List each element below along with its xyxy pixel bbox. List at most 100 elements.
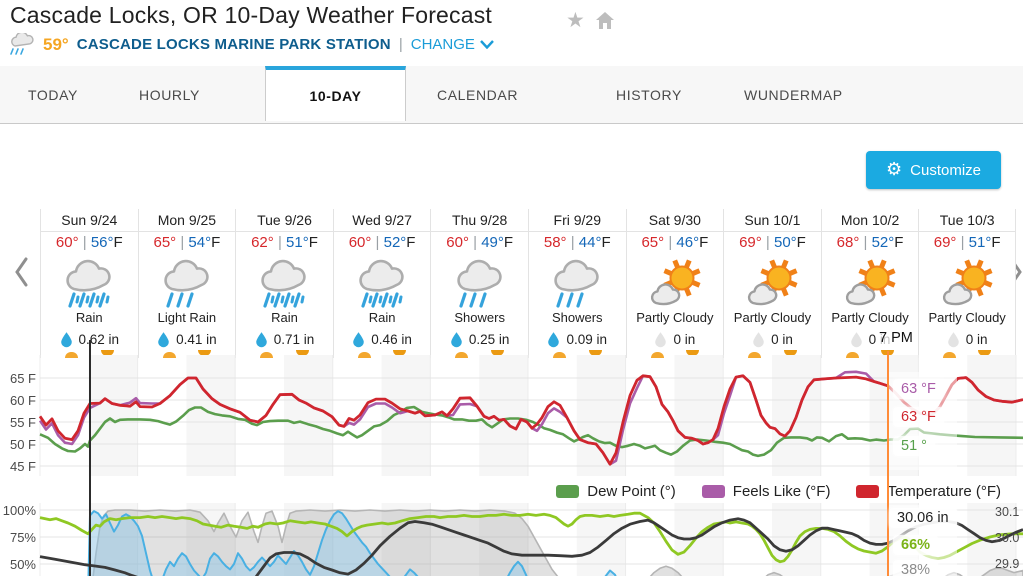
change-station-link[interactable]: CHANGE: [411, 36, 494, 53]
carousel-prev-button[interactable]: [11, 255, 33, 289]
partly-cloudy-icon: [650, 259, 701, 306]
legend-swatch: [556, 485, 580, 498]
high-temp: 65°: [641, 234, 665, 251]
forecast-day-column[interactable]: Sun 10/1 69° | 50°F Partly Cloudy 0 in: [723, 209, 821, 358]
temp-axis-label: 50 F: [9, 437, 36, 452]
sunset-icon: [588, 350, 602, 356]
forecast-day-column[interactable]: Mon 9/25 65° | 54°F Light Rain 0.41 in: [137, 209, 236, 358]
high-temp: 69°: [739, 234, 762, 251]
rain-icon: [456, 259, 502, 308]
sun-times-row: [724, 350, 821, 358]
tab-10-day[interactable]: 10-DAY: [265, 66, 406, 121]
humidity-value: 66%: [893, 535, 939, 555]
precip-amount: 0.09 in: [529, 330, 626, 349]
legend-label: Feels Like (°F): [732, 483, 831, 500]
sun-times-row: [236, 350, 333, 358]
condition-icon-wrap: [724, 255, 821, 309]
tab-today[interactable]: TODAY: [28, 66, 78, 123]
forecast-day-column[interactable]: Fri 9/29 58° | 44°F Showers 0.09 in: [527, 209, 626, 358]
feels-like-value: 63 °F: [893, 379, 944, 399]
high-temp: 58°: [543, 234, 567, 251]
precip-droplet-icon: [158, 332, 169, 348]
low-temp: 51°: [286, 234, 309, 251]
favorite-star-icon[interactable]: ★: [566, 8, 585, 32]
legend-item[interactable]: Dew Point (°): [556, 483, 676, 500]
pressure-value: 30.06 in: [889, 508, 957, 528]
sunrise-icon: [650, 352, 664, 358]
tab-wundermap[interactable]: WUNDERMAP: [744, 66, 843, 123]
precip-amount: 0.41 in: [139, 330, 236, 349]
temperature-value: 63 °F: [893, 407, 944, 427]
condition-icon-wrap: [41, 255, 138, 309]
customize-button[interactable]: ⚙ Customize: [866, 151, 1001, 189]
home-icon[interactable]: [594, 10, 616, 31]
sun-times-row: [41, 350, 138, 358]
temperature-chart[interactable]: [0, 355, 1023, 476]
legend-label: Dew Point (°): [587, 483, 676, 500]
station-separator: |: [398, 36, 403, 53]
percent-axis-label: 100%: [2, 503, 36, 518]
legend-swatch: [701, 485, 725, 498]
partly-cloudy-icon: [748, 259, 798, 306]
tab-label: HOURLY: [139, 86, 200, 103]
condition-label: Rain: [368, 310, 396, 325]
dew-point-value: 51 °: [893, 436, 935, 456]
legend-label: Temperature (°F): [887, 483, 1001, 500]
high-temp: 60°: [446, 234, 469, 251]
sun-times-row: [334, 350, 431, 358]
rain-icon: [554, 259, 599, 308]
condition-icon-wrap: [919, 255, 1015, 309]
tab-hourly[interactable]: HOURLY: [139, 66, 200, 123]
forecast-date: Sun 9/24: [41, 209, 138, 232]
gear-icon: ⚙: [886, 159, 903, 180]
percent-axis-label: 75%: [9, 530, 36, 545]
low-temp: 50°: [773, 234, 797, 251]
sun-times-row: [431, 350, 528, 358]
precip-droplet-icon: [850, 332, 862, 348]
tab-label: CALENDAR: [437, 86, 519, 103]
forecast-temps: 65° | 54°F: [153, 234, 221, 251]
forecast-day-column[interactable]: Tue 9/26 62° | 51°F Rain 0.71 in: [235, 209, 333, 358]
forecast-day-column[interactable]: Sun 9/24 60° | 56°F Rain 0.62 in: [40, 209, 138, 358]
sunset-icon: [490, 350, 504, 356]
precip-amount: 0 in: [724, 330, 821, 349]
high-temp: 60°: [55, 234, 79, 251]
high-temp: 62°: [251, 234, 274, 251]
pressure-axis-label: 30.1: [995, 505, 1020, 519]
forecast-date: Wed 9/27: [333, 209, 431, 232]
sun-times-row: [919, 350, 1015, 358]
pressure-axis-label: 29.9: [995, 557, 1020, 571]
legend-item[interactable]: Temperature (°F): [856, 483, 1001, 500]
forecast-day-column[interactable]: Thu 9/28 60° | 49°F Showers 0.25 in: [430, 209, 528, 358]
tab-label: 10-DAY: [309, 87, 362, 104]
chevron-down-icon: [480, 40, 494, 49]
rain-cloud-icon: [10, 33, 34, 55]
sunset-icon: [100, 350, 114, 356]
condition-label: Showers: [551, 310, 603, 325]
rain-icon: [66, 259, 111, 308]
low-temp: 46°: [676, 234, 700, 251]
low-temp: 51°: [968, 234, 992, 251]
precip-droplet-icon: [548, 332, 560, 348]
forecast-day-column[interactable]: Tue 10/3 69° | 51°F Partly Cloudy 0 in: [918, 209, 1016, 358]
forecast-day-column[interactable]: Wed 9/27 60° | 52°F Rain 0.46 in: [332, 209, 431, 358]
forecast-day-column[interactable]: Sat 9/30 65° | 46°F Partly Cloudy 0 in: [625, 209, 724, 358]
temp-axis-label: 45 F: [9, 459, 36, 474]
forecast-temps: 69° | 51°F: [933, 234, 1001, 251]
precip-amount: 0.71 in: [236, 330, 333, 349]
tab-history[interactable]: HISTORY: [616, 66, 682, 123]
condition-label: Partly Cloudy: [636, 310, 714, 325]
legend-swatch: [856, 485, 880, 498]
tab-label: HISTORY: [616, 86, 682, 103]
station-name-link[interactable]: CASCADE LOCKS MARINE PARK STATION: [76, 36, 391, 53]
tab-calendar[interactable]: CALENDAR: [437, 66, 518, 123]
legend-item[interactable]: Feels Like (°F): [701, 483, 831, 500]
current-time-marker: [89, 340, 91, 576]
sunset-icon: [977, 350, 991, 356]
sunrise-icon: [65, 352, 78, 358]
high-temp: 60°: [348, 234, 372, 251]
humidity-pressure-chart[interactable]: [0, 503, 1023, 576]
sunset-icon: [686, 350, 700, 356]
condition-label: Partly Cloudy: [733, 310, 812, 325]
